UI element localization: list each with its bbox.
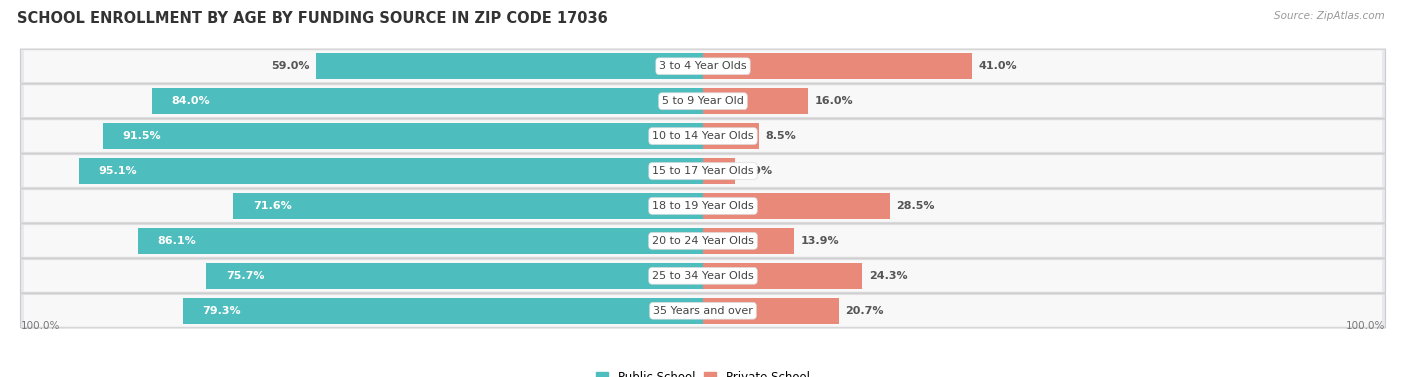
FancyBboxPatch shape bbox=[21, 84, 1385, 118]
FancyBboxPatch shape bbox=[21, 294, 1385, 328]
Text: 16.0%: 16.0% bbox=[814, 96, 853, 106]
Text: 8.5%: 8.5% bbox=[765, 131, 796, 141]
FancyBboxPatch shape bbox=[21, 49, 1385, 83]
FancyBboxPatch shape bbox=[24, 120, 1382, 152]
Legend: Public School, Private School: Public School, Private School bbox=[592, 366, 814, 377]
Bar bbox=[703, 193, 890, 219]
Bar bbox=[703, 53, 972, 79]
Text: 18 to 19 Year Olds: 18 to 19 Year Olds bbox=[652, 201, 754, 211]
Text: 100.0%: 100.0% bbox=[21, 321, 60, 331]
FancyBboxPatch shape bbox=[24, 295, 1382, 326]
FancyBboxPatch shape bbox=[21, 189, 1385, 223]
FancyBboxPatch shape bbox=[24, 190, 1382, 222]
Text: SCHOOL ENROLLMENT BY AGE BY FUNDING SOURCE IN ZIP CODE 17036: SCHOOL ENROLLMENT BY AGE BY FUNDING SOUR… bbox=[17, 11, 607, 26]
Text: 20 to 24 Year Olds: 20 to 24 Year Olds bbox=[652, 236, 754, 246]
Text: Source: ZipAtlas.com: Source: ZipAtlas.com bbox=[1274, 11, 1385, 21]
FancyBboxPatch shape bbox=[24, 260, 1382, 291]
Text: 13.9%: 13.9% bbox=[801, 236, 839, 246]
Bar bbox=[703, 298, 839, 324]
Text: 86.1%: 86.1% bbox=[157, 236, 197, 246]
Bar bbox=[79, 158, 703, 184]
Text: 15 to 17 Year Olds: 15 to 17 Year Olds bbox=[652, 166, 754, 176]
Text: 100.0%: 100.0% bbox=[1346, 321, 1385, 331]
Text: 24.3%: 24.3% bbox=[869, 271, 908, 281]
FancyBboxPatch shape bbox=[21, 259, 1385, 293]
Bar bbox=[233, 193, 703, 219]
Bar bbox=[703, 123, 759, 149]
Text: 5 to 9 Year Old: 5 to 9 Year Old bbox=[662, 96, 744, 106]
FancyBboxPatch shape bbox=[24, 155, 1382, 187]
Text: 71.6%: 71.6% bbox=[253, 201, 291, 211]
Text: 75.7%: 75.7% bbox=[226, 271, 264, 281]
Text: 95.1%: 95.1% bbox=[98, 166, 138, 176]
FancyBboxPatch shape bbox=[21, 119, 1385, 153]
FancyBboxPatch shape bbox=[21, 224, 1385, 258]
Bar bbox=[703, 228, 794, 254]
Bar bbox=[152, 88, 703, 114]
FancyBboxPatch shape bbox=[24, 225, 1382, 257]
Bar bbox=[138, 228, 703, 254]
Text: 10 to 14 Year Olds: 10 to 14 Year Olds bbox=[652, 131, 754, 141]
Bar bbox=[703, 158, 735, 184]
Bar bbox=[207, 263, 703, 289]
Bar bbox=[183, 298, 703, 324]
Bar bbox=[703, 263, 862, 289]
Bar bbox=[703, 88, 808, 114]
Text: 35 Years and over: 35 Years and over bbox=[652, 306, 754, 316]
Text: 4.9%: 4.9% bbox=[742, 166, 773, 176]
Text: 91.5%: 91.5% bbox=[122, 131, 160, 141]
Bar bbox=[103, 123, 703, 149]
FancyBboxPatch shape bbox=[24, 51, 1382, 82]
Text: 41.0%: 41.0% bbox=[979, 61, 1017, 71]
Text: 28.5%: 28.5% bbox=[897, 201, 935, 211]
Text: 59.0%: 59.0% bbox=[271, 61, 309, 71]
FancyBboxPatch shape bbox=[21, 154, 1385, 188]
Text: 79.3%: 79.3% bbox=[202, 306, 240, 316]
Text: 84.0%: 84.0% bbox=[172, 96, 209, 106]
Text: 25 to 34 Year Olds: 25 to 34 Year Olds bbox=[652, 271, 754, 281]
Text: 3 to 4 Year Olds: 3 to 4 Year Olds bbox=[659, 61, 747, 71]
Bar bbox=[316, 53, 703, 79]
Text: 20.7%: 20.7% bbox=[845, 306, 884, 316]
FancyBboxPatch shape bbox=[24, 86, 1382, 117]
